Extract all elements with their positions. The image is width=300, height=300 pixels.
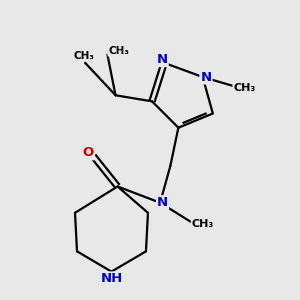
Text: NH: NH xyxy=(100,272,123,285)
Text: N: N xyxy=(200,70,211,83)
Text: CH₃: CH₃ xyxy=(74,50,95,61)
Text: N: N xyxy=(157,196,168,209)
Text: CH₃: CH₃ xyxy=(233,83,256,93)
Text: O: O xyxy=(83,146,94,159)
Text: CH₃: CH₃ xyxy=(192,219,214,229)
Text: CH₃: CH₃ xyxy=(108,46,129,56)
Text: N: N xyxy=(157,53,168,66)
